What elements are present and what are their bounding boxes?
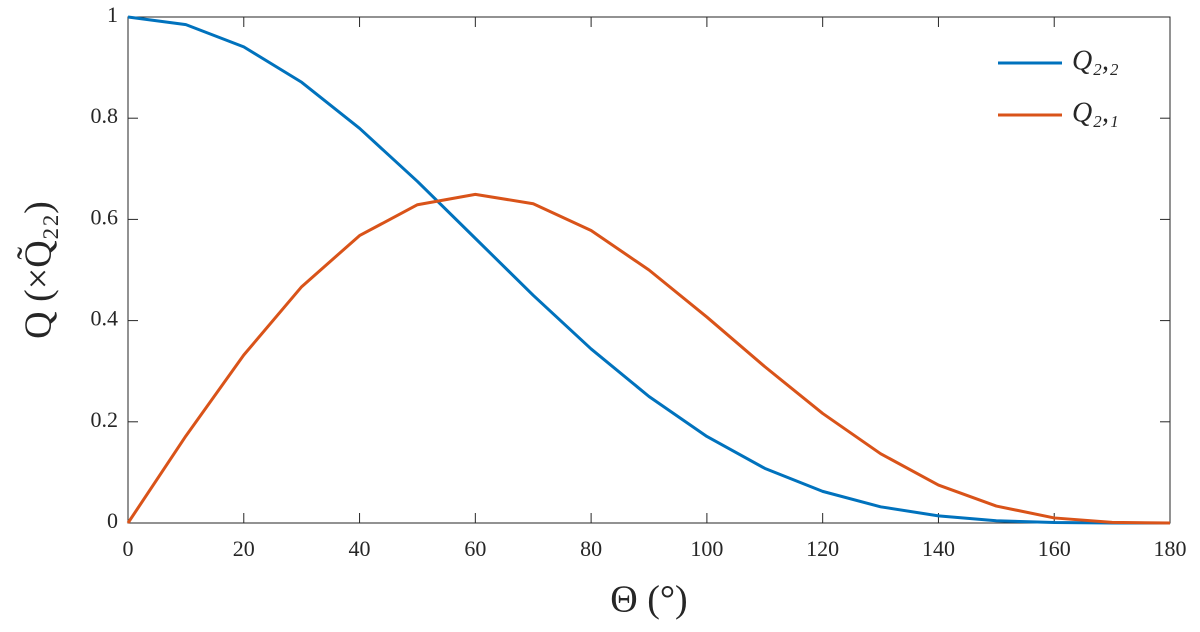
data-line — [126, 192, 1171, 525]
y-axis-title: Q (×Q̃₂₂) — [17, 201, 60, 339]
legend-label: Q₂,₂ — [1072, 45, 1119, 76]
x-tick-label: 40 — [349, 536, 371, 561]
plot-frame — [127, 16, 1171, 524]
y-tick-label: 0.8 — [91, 103, 119, 128]
y-tick-label: 1 — [107, 2, 118, 27]
y-tick-label: 0.2 — [91, 407, 119, 432]
data-line — [127, 15, 1171, 525]
x-tick-label: 180 — [1154, 536, 1187, 561]
y-tick-label: 0.6 — [91, 204, 119, 229]
x-axis-title: Θ (°) — [610, 579, 687, 621]
x-tick-label: 160 — [1038, 536, 1071, 561]
x-tick-label: 140 — [922, 536, 955, 561]
x-tick-label: 120 — [806, 536, 839, 561]
x-tick-label: 0 — [123, 536, 134, 561]
y-tick-label: 0.4 — [91, 306, 119, 331]
x-tick-label: 80 — [580, 536, 602, 561]
x-tick-label: 20 — [233, 536, 255, 561]
legend-label: Q₂,₁ — [1072, 97, 1119, 128]
x-tick-label: 100 — [690, 536, 723, 561]
y-tick-label: 0 — [107, 508, 118, 533]
x-tick-label: 60 — [464, 536, 486, 561]
